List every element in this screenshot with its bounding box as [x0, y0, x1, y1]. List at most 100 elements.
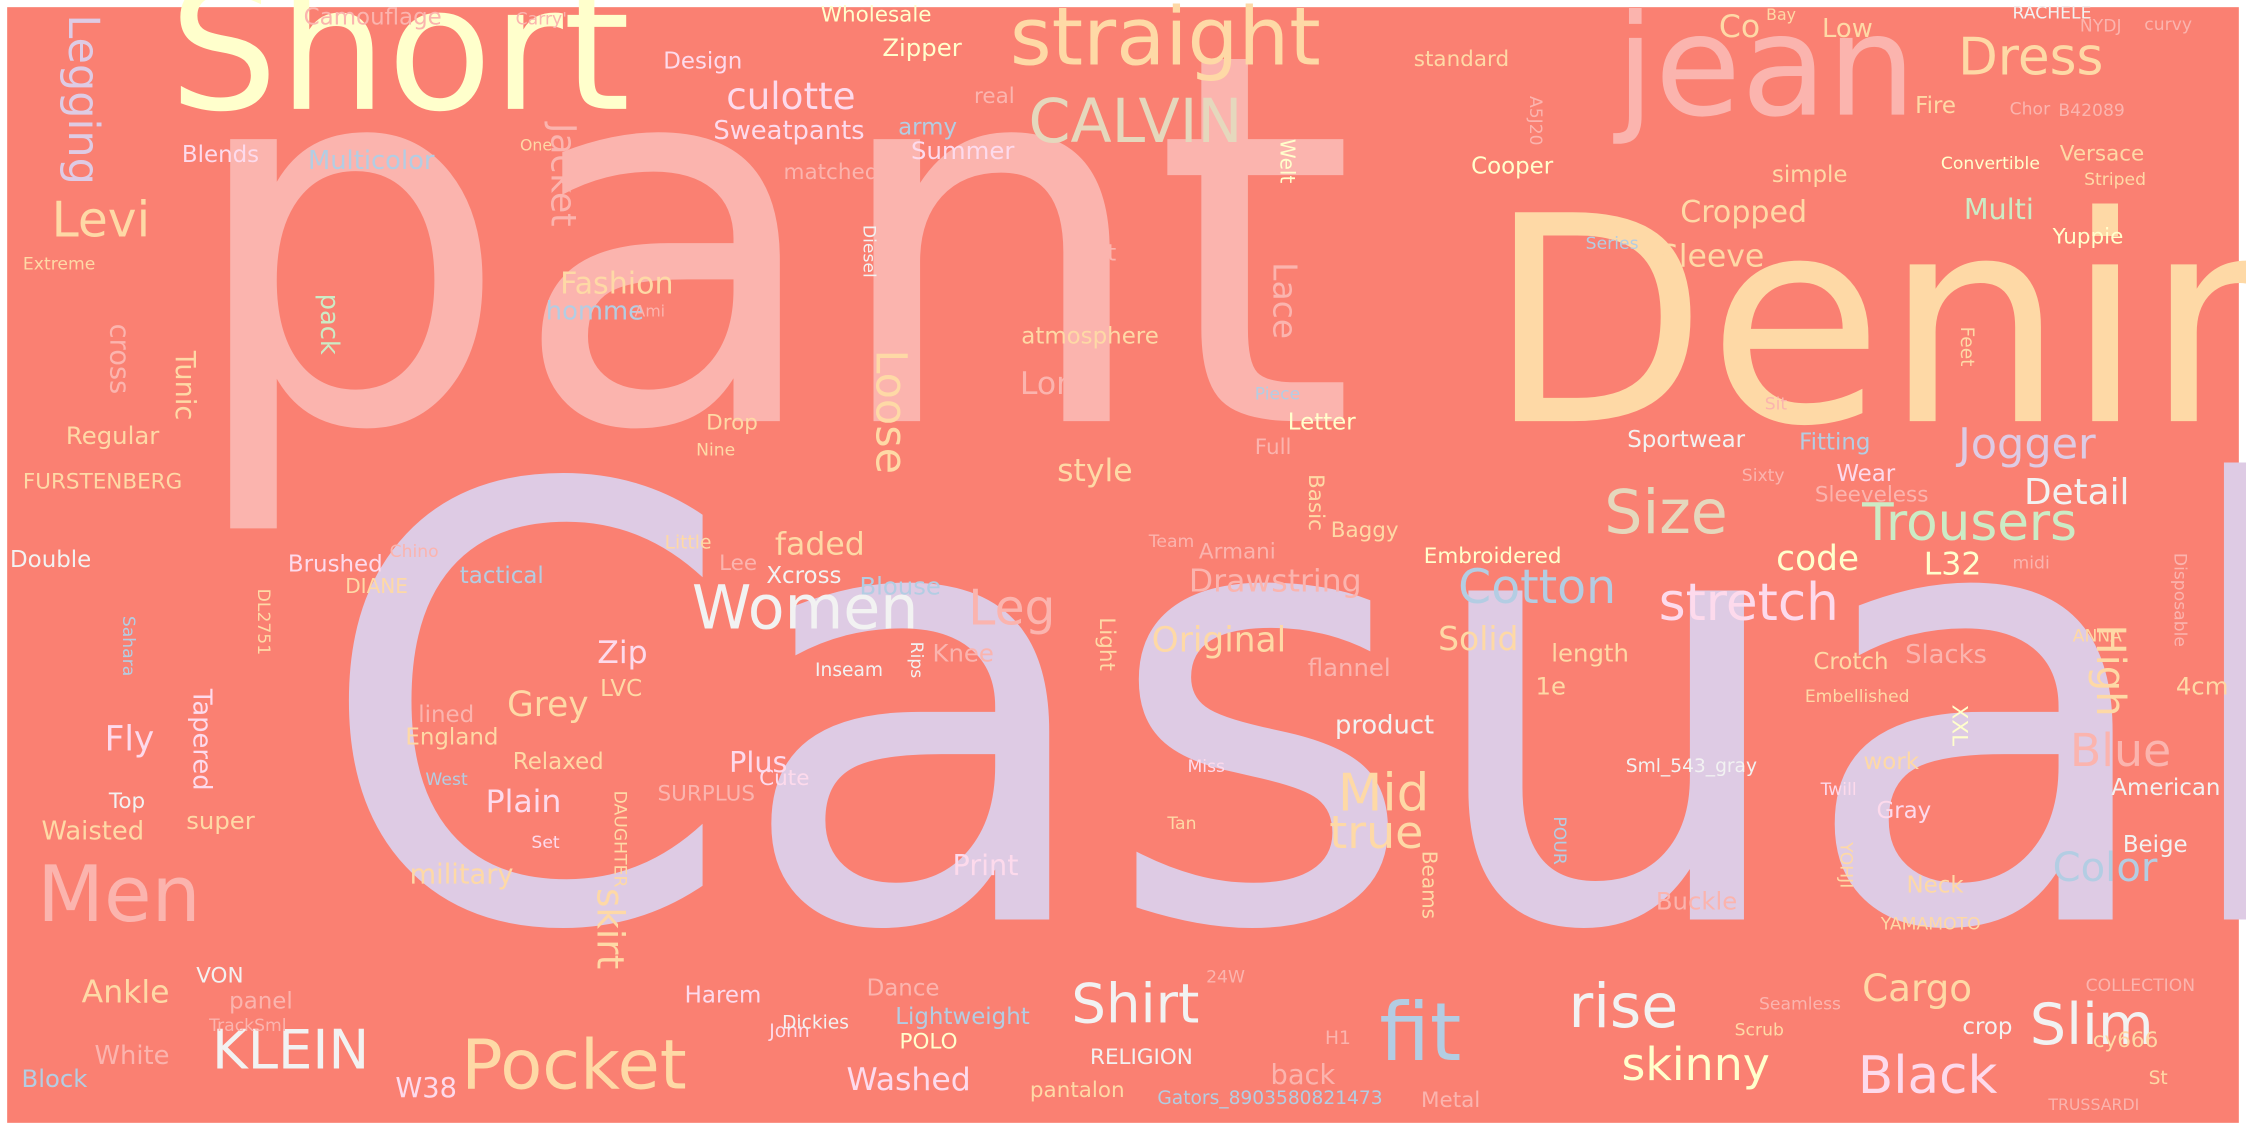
word-gators-8903580821473: Gators_8903580821473 — [1157, 1089, 1383, 1111]
word-flannel: flannel — [1307, 653, 1391, 683]
word-team: Team — [1148, 530, 1195, 551]
word-plain: Plain — [485, 784, 562, 821]
word-armani: Armani — [1198, 538, 1276, 565]
word-letter: Letter — [1287, 407, 1356, 436]
word-versace: Versace — [2059, 140, 2145, 167]
word-sweatpants: Sweatpants — [713, 116, 865, 147]
word-b42089: B42089 — [2058, 99, 2125, 120]
word-dickies: Dickies — [782, 1013, 849, 1035]
word-jogger: Jogger — [1958, 419, 2096, 470]
word-real: real — [974, 83, 1015, 109]
word-curvy: curvy — [2144, 13, 2193, 34]
word-calvin: CALVIN — [1028, 85, 1243, 156]
word-pour: POUR — [1549, 816, 1570, 865]
word-cargo: Cargo — [1862, 967, 1973, 1011]
word-super: super — [186, 807, 255, 836]
word-set: Set — [531, 831, 560, 852]
word-wear: Wear — [1836, 459, 1896, 487]
word-miss: Miss — [1187, 755, 1225, 776]
word-fitting: Fitting — [1799, 427, 1871, 456]
word-religion: RELIGION — [1090, 1044, 1193, 1070]
word-blends: Blends — [181, 140, 260, 168]
word-design: Design — [663, 46, 743, 75]
word-rachele: RACHELE — [2012, 2, 2092, 23]
word-fly: Fly — [104, 719, 155, 760]
word-brushed: Brushed — [287, 549, 383, 577]
word-sit: Sit — [1764, 393, 1788, 414]
word-xcross: Xcross — [766, 561, 842, 589]
word-dl2751: DL2751 — [253, 588, 274, 656]
word-leg: Leg — [968, 580, 1056, 638]
word-multi: Multi — [1963, 191, 2034, 227]
word-pantalon: pantalon — [1029, 1077, 1125, 1103]
word-straight: straight — [1009, 0, 1321, 85]
word-yuppie: Yuppie — [2052, 223, 2124, 250]
word-diesel: Diesel — [859, 224, 880, 278]
word-standard: standard — [1413, 45, 1510, 72]
word-ankle: Ankle — [81, 974, 170, 1011]
word-dress: Dress — [1958, 28, 2104, 88]
word-fit: fit — [1379, 986, 1462, 1080]
word-embroidered: Embroidered — [1423, 542, 1562, 569]
word-daughter: DAUGHTER — [610, 790, 631, 888]
word-back: back — [1270, 1060, 1336, 1092]
word-waisted: Waisted — [41, 816, 145, 847]
word-lee: Lee — [719, 549, 758, 576]
word-relaxed: Relaxed — [512, 747, 604, 775]
word-blouse: Blouse — [859, 572, 941, 601]
word-midi: midi — [2012, 552, 2050, 573]
word-24w: 24W — [1206, 966, 1245, 987]
word-fire: Fire — [1915, 91, 1957, 119]
word-plus: Plus — [729, 744, 788, 780]
word-denim: Denim — [1486, 156, 2246, 490]
word-trussardi: TRUSSARDI — [2048, 1095, 2140, 1114]
word-pant: pant — [183, 0, 1356, 543]
word-baggy: Baggy — [1330, 517, 1399, 543]
word-fashion: Fashion — [560, 266, 674, 301]
word-w38: W38 — [395, 1072, 457, 1105]
word-england: England — [405, 722, 499, 751]
word-one: One — [519, 135, 553, 155]
word-drawstring: Drawstring — [1188, 563, 1362, 600]
word-extreme: Extreme — [22, 252, 96, 273]
word-anna: ANNA — [2072, 625, 2122, 646]
word-block: Block — [21, 1064, 88, 1094]
word-beams: Beams — [1416, 850, 1440, 920]
word-white: White — [94, 1041, 170, 1072]
word-product: product — [1334, 710, 1435, 742]
word-dance: Dance — [866, 973, 940, 1001]
word-slim: Slim — [2029, 992, 2154, 1059]
word-little: Little — [664, 533, 712, 555]
word-levi: Levi — [51, 192, 151, 250]
word-cy666: cy666 — [2092, 1026, 2159, 1053]
word-zip: Zip — [597, 635, 648, 672]
word-disposable: Disposable — [2170, 552, 2191, 647]
word-military: military — [409, 859, 514, 892]
word-pack: pack — [313, 293, 344, 355]
word-sportwear: Sportwear — [1627, 425, 1746, 453]
word-sixty: Sixty — [1741, 464, 1785, 485]
word-stretch: stretch — [1658, 574, 1839, 633]
word-skirt: skirt — [587, 887, 631, 970]
word-feet: Feet — [1955, 326, 1977, 367]
word-low: Low — [1822, 14, 1873, 45]
word-zipper: Zipper — [882, 33, 962, 63]
word-beige: Beige — [2122, 830, 2188, 858]
word-convertible: Convertible — [1940, 152, 2040, 173]
word-rise: rise — [1568, 970, 1679, 1041]
word-co: Co — [1718, 9, 1761, 46]
word-cooper: Cooper — [1471, 151, 1554, 179]
word-sahara: Sahara — [118, 615, 139, 677]
word-length: length — [1551, 639, 1629, 669]
word-striped: Striped — [2084, 168, 2147, 189]
word-double: Double — [10, 545, 92, 573]
word-yohji: YOHJI — [1836, 842, 1857, 889]
word-diane: DIANE — [345, 576, 408, 599]
word-lined: lined — [418, 700, 475, 728]
word-first: first — [1071, 238, 1117, 267]
word-culotte: culotte — [726, 75, 856, 119]
word-grey: Grey — [507, 684, 589, 725]
word-loose: Loose — [865, 349, 916, 475]
word-piece: Piece — [1254, 383, 1301, 404]
word-camouflage: Camouflage — [303, 2, 442, 30]
